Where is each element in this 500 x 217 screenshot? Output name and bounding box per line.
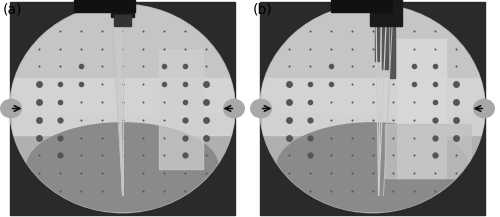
Bar: [112, 0, 134, 17]
Text: (b): (b): [252, 2, 272, 16]
Circle shape: [224, 99, 244, 118]
Ellipse shape: [10, 4, 235, 213]
Ellipse shape: [276, 123, 468, 211]
Ellipse shape: [260, 4, 485, 213]
Bar: [12, 78, 233, 135]
Bar: [159, 50, 204, 169]
Circle shape: [0, 99, 21, 118]
Bar: [382, 26, 388, 69]
Bar: [397, 39, 446, 178]
Bar: [385, 124, 470, 178]
Bar: [262, 78, 483, 135]
Bar: [390, 26, 395, 78]
Bar: [370, 0, 402, 26]
Bar: [331, 0, 392, 12]
Circle shape: [250, 99, 272, 118]
Bar: [10, 0, 235, 113]
Circle shape: [474, 99, 494, 118]
Bar: [260, 0, 485, 113]
Text: (a): (a): [2, 2, 22, 16]
Bar: [114, 15, 131, 26]
Ellipse shape: [26, 123, 218, 211]
Bar: [375, 26, 380, 61]
Bar: [74, 0, 135, 12]
